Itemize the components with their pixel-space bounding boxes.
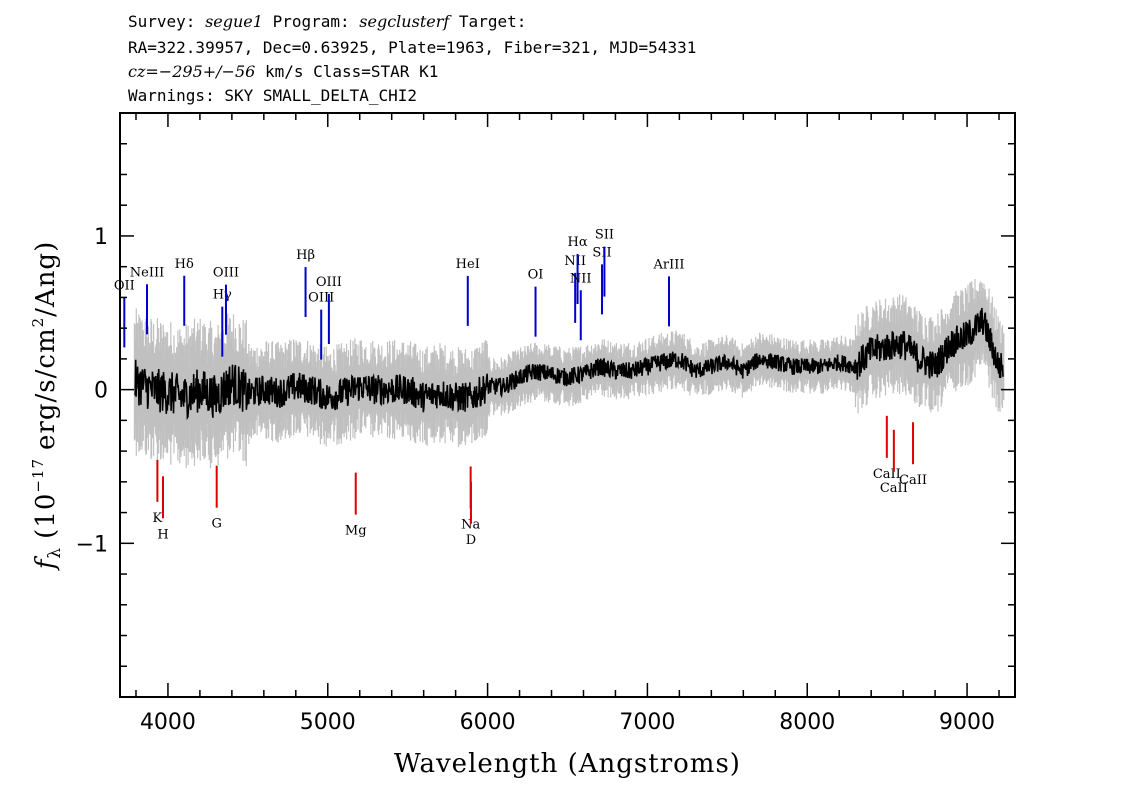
program-label: Program: xyxy=(272,12,350,31)
tick-labels: 4000 5000 6000 7000 8000 9000 −1 0 1 xyxy=(76,225,995,735)
emission-line-label: NII xyxy=(564,254,586,269)
x-tick-label: 7000 xyxy=(619,710,675,735)
lines-layer: OIINeIIIHδHγOIIIHβOIIIOIIIHeIOINIIHαNIIS… xyxy=(114,228,927,548)
absorption-line-label: Na xyxy=(461,517,480,532)
x-tick-label: 6000 xyxy=(460,710,516,735)
ticks xyxy=(120,112,1015,697)
absorption-line-label: CaII xyxy=(873,467,901,482)
header-line-coordinates: RA=322.39957, Dec=0.63925, Plate=1963, F… xyxy=(128,38,697,57)
flux-series xyxy=(134,307,1004,421)
cz-label: cz= xyxy=(128,62,159,81)
y-axis-exp: −17 xyxy=(29,458,47,493)
program-value: segclusterf xyxy=(359,12,450,31)
survey-label: Survey: xyxy=(128,12,196,31)
x-axis-title: Wavelength (Angstroms) xyxy=(394,749,741,779)
emission-line-label: NII xyxy=(570,271,592,286)
emission-line-label: Hα xyxy=(568,235,588,250)
y-axis-title: fλ (10−17 erg/s/cm2/Ang) xyxy=(29,241,65,571)
emission-line-label: OIII xyxy=(308,291,334,306)
header-line-warnings: Warnings: SKY SMALL_DELTA_CHI2 xyxy=(128,86,417,105)
absorption-line-label: H xyxy=(157,527,168,542)
emission-line-label: Hβ xyxy=(296,248,315,263)
absorption-line-label: CaII xyxy=(880,481,908,496)
y-tick-label: 0 xyxy=(94,379,108,404)
cz-value: −295+/−56 xyxy=(158,62,256,81)
emission-line-label: OIII xyxy=(213,266,239,281)
y-tick-label: 1 xyxy=(94,225,108,250)
emission-line-label: Hδ xyxy=(175,257,194,272)
emission-line-label: OIII xyxy=(316,275,342,290)
plot-frame xyxy=(119,112,1016,698)
x-tick-label: 9000 xyxy=(939,710,995,735)
survey-value: segue1 xyxy=(205,12,263,31)
y-axis-post: /Ang) xyxy=(31,241,61,317)
header-line-redshift: cz=−295+/−56 km/s Class=STAR K1 xyxy=(128,62,438,82)
x-tick-label: 8000 xyxy=(779,710,835,735)
emission-line-label: OI xyxy=(528,268,544,283)
emission-line-label: Hγ xyxy=(213,288,232,303)
flux-line xyxy=(134,307,1004,421)
y-tick-label: −1 xyxy=(76,532,108,557)
emission-line-label: SII xyxy=(595,228,614,243)
y-axis-exp2: 2 xyxy=(29,317,47,328)
target-label: Target: xyxy=(458,12,527,31)
emission-line-label: OII xyxy=(114,278,135,293)
x-tick-label: 5000 xyxy=(300,710,356,735)
header-line-survey: Survey: segue1 Program: segclusterf Targ… xyxy=(128,12,526,32)
absorption-line-label: G xyxy=(211,517,221,532)
cz-rest: km/s Class=STAR K1 xyxy=(255,62,439,81)
absorption-line-label: D xyxy=(466,533,476,548)
absorption-line-label: Mg xyxy=(345,524,367,539)
y-axis-pre: (10 xyxy=(31,493,61,539)
emission-line-label: HeI xyxy=(456,257,480,272)
x-tick-label: 4000 xyxy=(140,710,196,735)
emission-line-label: ArIII xyxy=(652,257,684,272)
absorption-line-label: K xyxy=(153,511,163,526)
y-axis-sub: λ xyxy=(45,547,65,559)
emission-line-label: SII xyxy=(592,245,611,260)
emission-line-label: NeIII xyxy=(130,265,164,280)
y-axis-f: f xyxy=(31,555,61,571)
absorption-line-label: CaII xyxy=(899,473,927,488)
y-axis-mid: erg/s/cm xyxy=(31,327,61,450)
